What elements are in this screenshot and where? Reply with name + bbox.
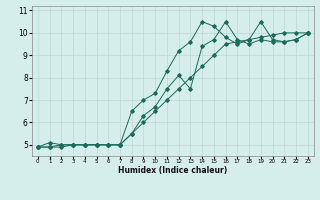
X-axis label: Humidex (Indice chaleur): Humidex (Indice chaleur) — [118, 166, 228, 175]
